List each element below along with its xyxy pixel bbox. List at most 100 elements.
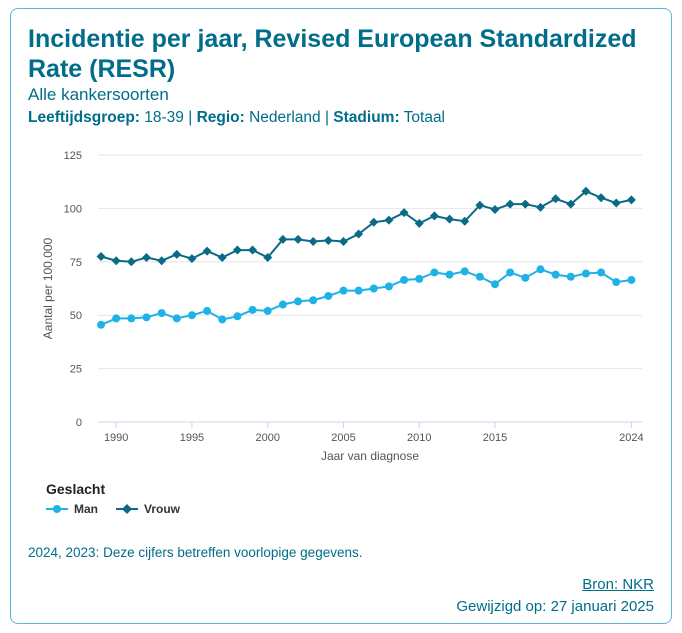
data-point-vrouw xyxy=(414,218,424,228)
x-tick-label: 2005 xyxy=(331,432,355,444)
footnote: 2024, 2023: Deze cijfers betreffen voorl… xyxy=(28,545,363,560)
data-point-man xyxy=(309,296,318,305)
data-point-vrouw xyxy=(217,253,227,263)
data-point-man xyxy=(491,280,500,289)
data-point-vrouw xyxy=(263,253,273,263)
data-point-man xyxy=(263,306,272,315)
filter-region-value: Nederland xyxy=(249,109,321,126)
data-point-man xyxy=(612,278,621,287)
chart-title: Incidentie per jaar, Revised European St… xyxy=(28,25,637,83)
x-tick-label: 2010 xyxy=(407,432,431,444)
x-tick-label: 2015 xyxy=(483,432,507,444)
filter-stage-label: Stadium: xyxy=(333,109,400,126)
legend-item-man[interactable]: Man xyxy=(46,502,98,516)
legend-item-vrouw[interactable]: Vrouw xyxy=(116,502,180,516)
chart-card xyxy=(10,8,672,624)
x-tick-label: 2000 xyxy=(255,432,279,444)
series-layer xyxy=(96,186,636,329)
x-tick-label: 1995 xyxy=(180,432,204,444)
data-point-vrouw xyxy=(445,214,455,224)
data-point-vrouw xyxy=(187,254,197,264)
data-point-vrouw xyxy=(157,256,167,266)
y-axis-title: Aantal per 100.000 xyxy=(41,237,55,339)
axis-layer: 0 25 50 75 100 125 1990 1995 2000 2005 2010 2015 202… xyxy=(64,150,644,444)
data-point-vrouw xyxy=(96,251,106,261)
data-point-man xyxy=(127,314,136,323)
data-point-vrouw xyxy=(338,237,348,247)
data-point-man xyxy=(445,270,454,279)
filter-separator: | xyxy=(188,109,193,126)
data-point-man xyxy=(475,272,484,281)
data-point-man xyxy=(203,306,212,315)
filter-age-value: 18-39 xyxy=(144,109,184,126)
data-point-vrouw xyxy=(111,256,121,266)
data-point-vrouw xyxy=(172,249,182,259)
data-point-man xyxy=(581,269,590,278)
data-point-man xyxy=(157,309,166,318)
data-point-vrouw xyxy=(490,204,500,214)
data-point-man xyxy=(218,315,227,324)
data-point-man xyxy=(521,273,530,282)
data-point-man xyxy=(233,312,242,321)
data-point-man xyxy=(142,313,151,322)
data-point-vrouw xyxy=(626,195,636,205)
data-point-vrouw xyxy=(384,215,394,225)
data-point-man xyxy=(460,267,469,276)
data-point-vrouw xyxy=(520,199,530,209)
data-point-man xyxy=(597,268,606,277)
data-point-vrouw xyxy=(369,217,379,227)
filter-stage-value: Totaal xyxy=(403,109,446,126)
data-point-vrouw xyxy=(232,245,242,255)
y-tick-label: 125 xyxy=(64,150,82,162)
y-tick-label: 25 xyxy=(70,364,82,376)
data-point-man xyxy=(248,305,257,314)
data-point-man xyxy=(97,320,106,329)
legend-vrouw-label: Vrouw xyxy=(144,502,181,516)
data-point-man xyxy=(415,274,424,283)
data-point-vrouw xyxy=(308,237,318,247)
data-point-vrouw xyxy=(566,199,576,209)
y-tick-label: 0 xyxy=(76,417,82,429)
data-point-man xyxy=(430,268,439,277)
data-point-vrouw xyxy=(611,198,621,208)
data-point-vrouw xyxy=(248,245,258,255)
data-point-vrouw xyxy=(460,216,470,226)
data-point-man xyxy=(369,284,378,293)
filter-region-label: Regio: xyxy=(196,109,245,126)
source-link[interactable]: Bron: NKR xyxy=(582,576,654,593)
data-point-vrouw xyxy=(596,193,606,203)
line-chart: 0 25 50 75 100 125 1990 1995 2000 2005 2010 2015 202… xyxy=(41,150,644,463)
data-point-vrouw xyxy=(581,186,591,196)
legend-man-label: Man xyxy=(74,502,98,516)
legend-vrouw-symbol xyxy=(116,504,138,514)
data-point-vrouw xyxy=(429,211,439,221)
data-point-man xyxy=(172,314,181,323)
y-tick-label: 75 xyxy=(70,257,82,269)
data-point-vrouw xyxy=(505,199,515,209)
y-tick-label: 100 xyxy=(64,203,82,215)
data-point-vrouw xyxy=(293,234,303,244)
data-point-vrouw xyxy=(551,194,561,204)
x-tick-label: 1990 xyxy=(104,432,128,444)
data-point-vrouw xyxy=(278,234,288,244)
data-point-man xyxy=(187,311,196,320)
legend-title: Geslacht xyxy=(46,481,106,497)
data-point-man xyxy=(112,314,121,323)
legend: Man Vrouw xyxy=(46,502,180,516)
data-point-man xyxy=(627,275,636,284)
data-point-man xyxy=(278,300,287,309)
data-point-vrouw xyxy=(126,257,136,267)
data-point-man xyxy=(384,282,393,291)
filter-separator: | xyxy=(324,109,329,126)
chart-subtitle: Alle kankersoorten xyxy=(28,85,169,104)
data-point-man xyxy=(339,286,348,295)
data-point-vrouw xyxy=(141,253,151,263)
x-axis-title: Jaar van diagnose xyxy=(321,449,419,463)
data-point-man xyxy=(506,268,515,277)
modified-date: Gewijzigd op: 27 januari 2025 xyxy=(456,598,654,615)
data-point-man xyxy=(536,265,545,274)
data-point-man xyxy=(551,270,560,279)
data-point-vrouw xyxy=(399,208,409,218)
data-point-man xyxy=(354,286,363,295)
x-tick-label: 2024 xyxy=(619,432,643,444)
